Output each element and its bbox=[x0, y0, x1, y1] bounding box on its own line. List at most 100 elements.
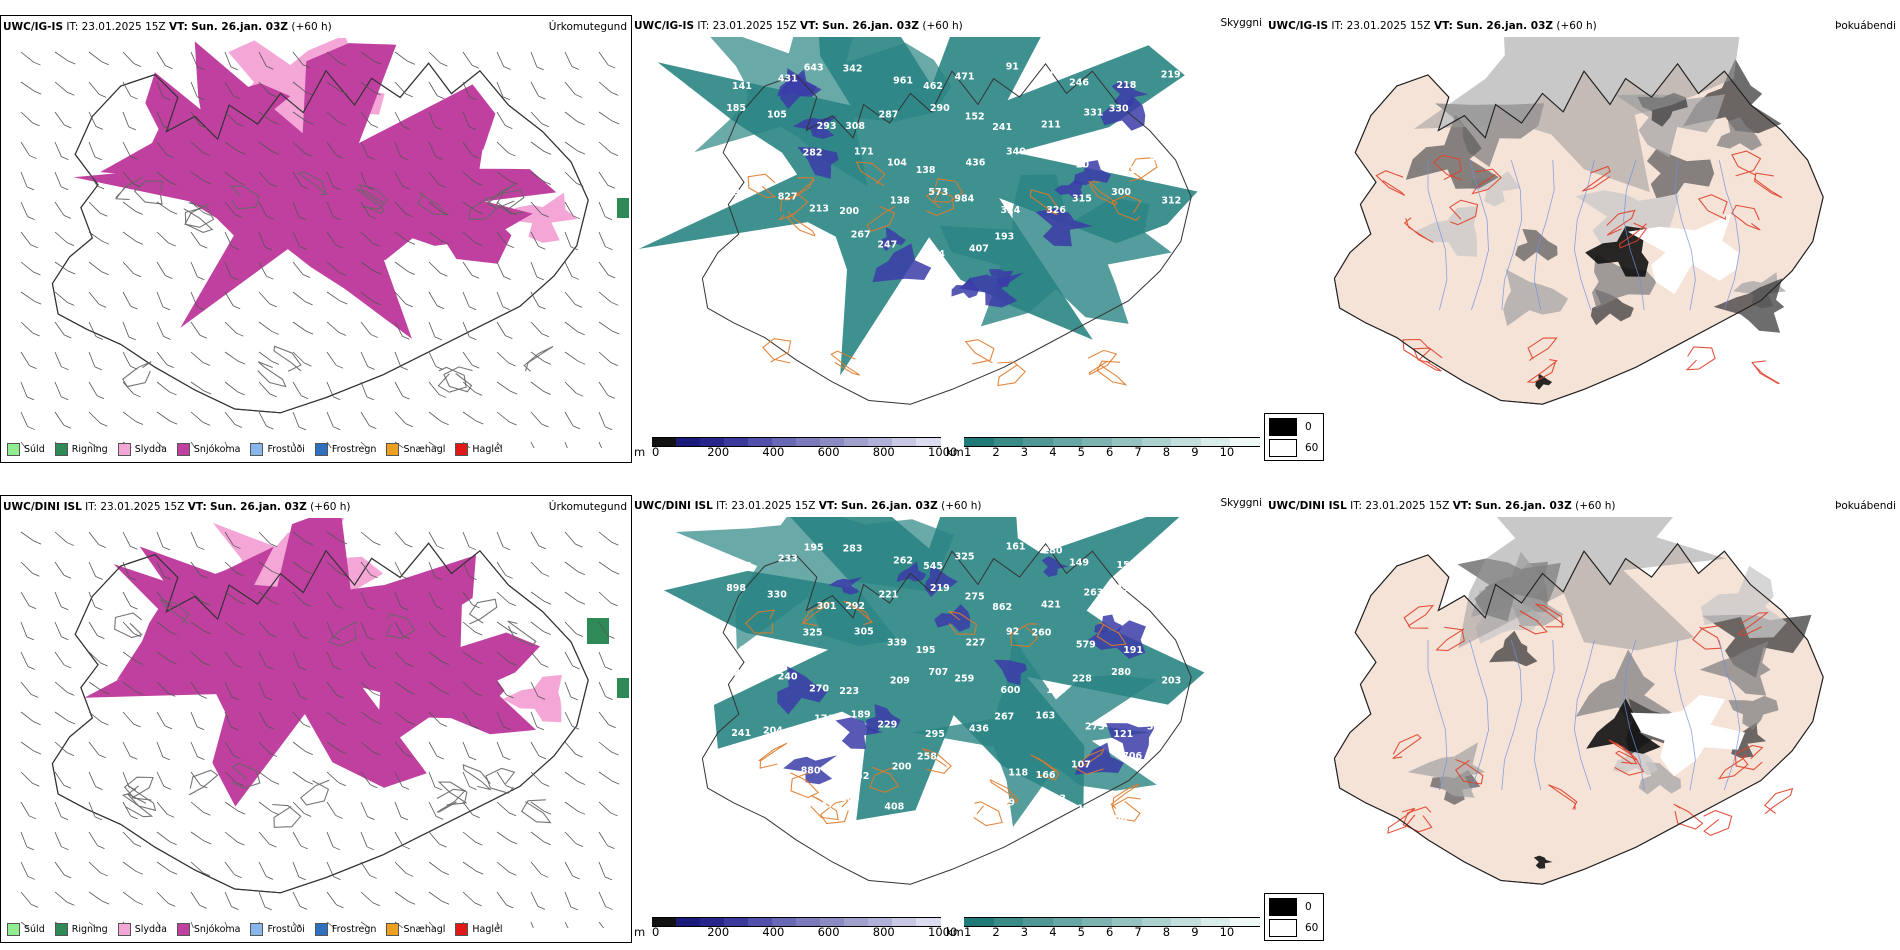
visibility-colorbar-segment bbox=[1171, 917, 1202, 927]
it-label: IT: bbox=[66, 21, 79, 33]
ceiling-label: 220 bbox=[727, 668, 747, 679]
panel-variable-title: Skyggni bbox=[1220, 497, 1263, 509]
legend-swatch bbox=[455, 923, 469, 936]
it-value: 23.01.2025 15Z bbox=[731, 500, 816, 512]
ceiling-label: 331 bbox=[1084, 107, 1104, 118]
ceiling-label: 706 bbox=[1122, 751, 1142, 762]
legend-swatch bbox=[386, 923, 400, 936]
ceiling-colorbar: m 0 200 400 600 800 1000 bbox=[634, 435, 957, 463]
ceiling-label: 147 bbox=[814, 799, 834, 810]
visibility-colorbar-segment bbox=[1082, 437, 1113, 447]
ceiling-colorbar-segment bbox=[844, 437, 869, 447]
coastline bbox=[1333, 62, 1824, 405]
ceiling-label: 204 bbox=[763, 726, 783, 737]
fog-legend-label: 0 bbox=[1305, 901, 1312, 913]
ceiling-label: 312 bbox=[1161, 195, 1181, 206]
legend-label: Frostúði bbox=[267, 924, 305, 935]
panel-title: UWC/DINI ISL IT: 23.01.2025 15Z VT: Sun.… bbox=[1268, 500, 1616, 512]
ceiling-label: 211 bbox=[1041, 120, 1061, 131]
ceiling-label: 324 bbox=[1001, 205, 1021, 216]
legend-label: Rigning bbox=[71, 444, 108, 455]
visibility-colorbar-segment bbox=[1023, 437, 1054, 447]
ceiling-colorbar-segment bbox=[724, 437, 749, 447]
visibility-colorbar-segment bbox=[1200, 917, 1231, 927]
ceiling-label: 166 bbox=[1036, 770, 1056, 781]
precip-panel-row1: UWC/IG-IS IT: 23.01.2025 15Z VT: Sun. 26… bbox=[0, 15, 632, 463]
ceiling-label: 121 bbox=[1113, 729, 1133, 740]
legend-swatch bbox=[176, 923, 190, 936]
ceiling-label: 961 bbox=[893, 76, 913, 87]
it-value: 23.01.2025 15Z bbox=[1365, 500, 1450, 512]
fog-legend-label: 60 bbox=[1305, 922, 1319, 934]
ceiling-label: 161 bbox=[1006, 542, 1026, 553]
visibility-colorbar-tick: 3 bbox=[1020, 925, 1029, 939]
ceiling-label: 209 bbox=[890, 675, 910, 686]
fog-indicator-shading bbox=[1407, 517, 1812, 869]
it-label: IT: bbox=[85, 501, 98, 513]
fog-legend-item: 0 bbox=[1269, 418, 1312, 436]
legend-item-frostúði: Frostúði bbox=[250, 443, 305, 456]
ceiling-label: 233 bbox=[778, 554, 798, 565]
model-name: UWC/DINI ISL bbox=[3, 501, 82, 513]
fog-legend-item: 60 bbox=[1269, 919, 1318, 937]
ceiling-label: 219 bbox=[930, 583, 950, 594]
legend-item-snæhagl: Snæhagl bbox=[386, 443, 445, 456]
lead-time: (+60 h) bbox=[941, 500, 982, 512]
low-ceiling-area bbox=[777, 556, 1156, 785]
ceiling-colorbar-tick: 0 bbox=[652, 925, 660, 939]
ceiling-label: 150 bbox=[1151, 594, 1171, 605]
panel-title: UWC/IG-IS IT: 23.01.2025 15Z VT: Sun. 26… bbox=[634, 20, 963, 32]
ceiling-label: 283 bbox=[843, 544, 863, 555]
it-label: IT: bbox=[1331, 20, 1344, 32]
ceiling-label: 240 bbox=[778, 671, 798, 682]
ceiling-label: 705 bbox=[740, 645, 760, 656]
ceiling-colorbar-tick: 1000 bbox=[928, 925, 958, 939]
legend-swatch bbox=[117, 923, 131, 936]
ceiling-label: 241 bbox=[992, 122, 1012, 133]
legend-item-súld: Súld bbox=[7, 923, 45, 936]
ceiling-label: 267 bbox=[994, 712, 1014, 723]
ceiling-label: 152 bbox=[850, 771, 870, 782]
legend-item-frostregn: Frostregn bbox=[314, 923, 376, 936]
it-label: IT: bbox=[1350, 500, 1363, 512]
ceiling-label: 325 bbox=[803, 628, 823, 639]
ceiling-label: 213 bbox=[809, 204, 829, 215]
ceiling-label: 131 bbox=[774, 811, 794, 822]
rivers bbox=[1427, 159, 1741, 311]
legend-label: Rigning bbox=[71, 924, 108, 935]
ceiling-colorbar-unit: m bbox=[634, 925, 646, 939]
panel-variable-title: Þokuábendi bbox=[1835, 500, 1896, 512]
ceiling-colorbar-segment bbox=[892, 437, 917, 447]
vt-label: VT: bbox=[168, 21, 188, 33]
visibility-colorbar-tick: 2 bbox=[992, 925, 1000, 939]
visibility-colorbar-tick: 6 bbox=[1106, 445, 1114, 459]
fog-legend-swatch bbox=[1269, 898, 1297, 916]
visibility-colorbar: km 1 2 3 4 5 6 7 8 9 10 bbox=[946, 435, 1264, 463]
fog-indicator-shading bbox=[1405, 37, 1787, 390]
ceiling-colorbar-tick: 600 bbox=[817, 445, 840, 459]
ceiling-label: 327 bbox=[738, 752, 758, 763]
vt-value: Sun. 26.jan. 03Z bbox=[210, 501, 307, 513]
ceiling-label: 275 bbox=[965, 591, 985, 602]
ceiling-label: 190 bbox=[1077, 804, 1097, 815]
ceiling-label: 105 bbox=[767, 109, 787, 120]
ceiling-colorbar-segment bbox=[652, 437, 677, 447]
ceiling-label: 193 bbox=[994, 232, 1014, 243]
ceiling-colorbar-tick: 800 bbox=[872, 445, 895, 459]
ceiling-label: 436 bbox=[969, 724, 989, 735]
ceiling-label: 183 bbox=[1161, 549, 1181, 560]
it-label: IT: bbox=[697, 20, 710, 32]
ceiling-colorbar-segment bbox=[772, 917, 797, 927]
ceiling-label: 421 bbox=[1041, 600, 1061, 611]
rain-area bbox=[617, 198, 629, 218]
ceiling-label: 199 bbox=[1109, 584, 1129, 595]
legend-label: Frostúði bbox=[267, 444, 305, 455]
ceiling-label: 258 bbox=[917, 752, 937, 763]
visibility-colorbar-segment bbox=[1112, 437, 1143, 447]
visibility-colorbar-segment bbox=[1023, 917, 1054, 927]
visibility-colorbar-segment bbox=[1141, 917, 1172, 927]
ceiling-label: 92 bbox=[1006, 626, 1019, 637]
visibility-panel-row2: UWC/DINI ISL IT: 23.01.2025 15Z VT: Sun.… bbox=[632, 495, 1264, 943]
legend-item-snæhagl: Snæhagl bbox=[386, 923, 445, 936]
ceiling-label: 200 bbox=[892, 762, 912, 773]
